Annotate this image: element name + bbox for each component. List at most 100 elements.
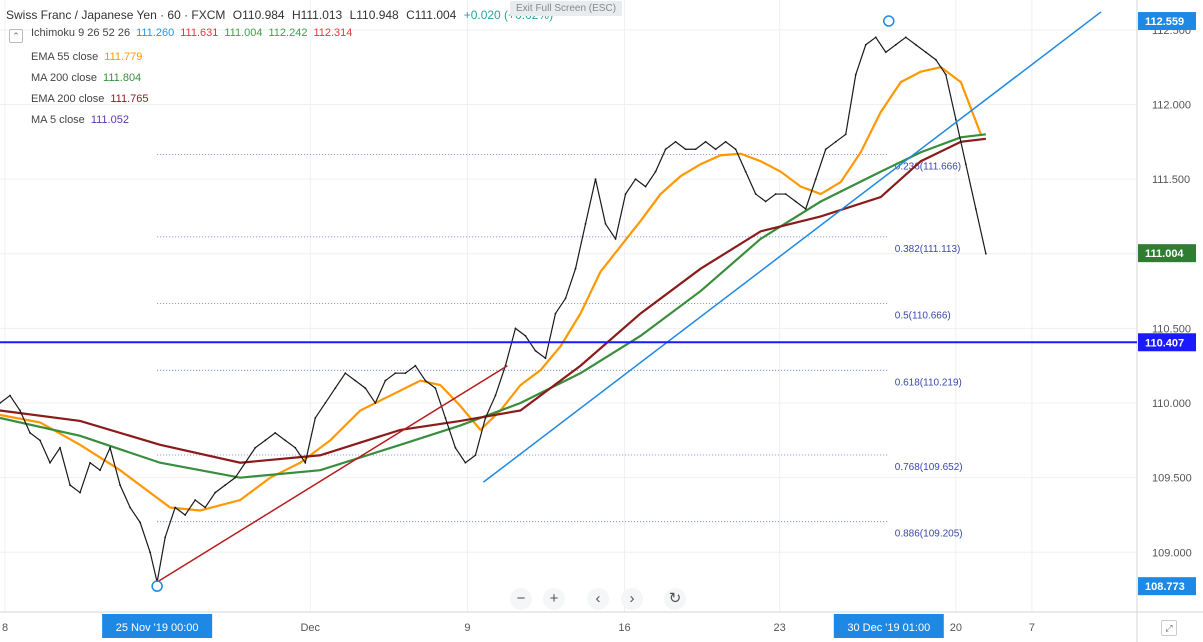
time-highlight-badge bbox=[102, 614, 213, 638]
price-point bbox=[924, 51, 927, 54]
price-point bbox=[344, 372, 347, 375]
x-tick-label: 7 bbox=[1029, 622, 1035, 634]
price-point bbox=[614, 237, 617, 240]
price-point bbox=[684, 148, 687, 151]
price-point bbox=[524, 334, 527, 337]
indicator-row[interactable]: EMA 55 close 111.779 bbox=[31, 51, 142, 63]
fib-level-label: 0.5(110.666) bbox=[895, 311, 951, 322]
price-point bbox=[844, 133, 847, 136]
indicator-label: MA 5 close bbox=[31, 114, 85, 126]
price-point bbox=[484, 417, 487, 419]
scroll-left-button[interactable]: ‹ bbox=[587, 588, 609, 610]
price-point bbox=[764, 200, 767, 203]
indicator-value: 111.631 bbox=[180, 27, 219, 39]
fib-level-label: 0.768(109.652) bbox=[895, 462, 963, 473]
y-tick-label: 109.500 bbox=[1152, 473, 1192, 485]
series-line bbox=[0, 133, 986, 479]
x-tick-label: Dec bbox=[300, 622, 320, 634]
y-tick-label: 109.000 bbox=[1152, 547, 1192, 559]
price-point bbox=[894, 43, 897, 46]
price-point bbox=[174, 506, 177, 509]
ohlc-close: C111.004 bbox=[406, 8, 457, 22]
price-point bbox=[404, 372, 407, 375]
price-point bbox=[944, 73, 947, 76]
price-point bbox=[204, 506, 207, 509]
price-point bbox=[454, 446, 457, 449]
price-point bbox=[149, 551, 152, 554]
collapse-legend-icon[interactable]: ⌃ bbox=[9, 29, 23, 43]
price-point bbox=[824, 148, 827, 151]
indicator-value: 111.765 bbox=[110, 93, 149, 105]
price-point bbox=[234, 476, 237, 479]
price-point bbox=[414, 364, 417, 367]
price-point bbox=[264, 439, 267, 442]
price-point bbox=[594, 178, 597, 181]
swing-point-marker bbox=[883, 15, 895, 27]
price-point bbox=[464, 461, 467, 464]
price-point bbox=[424, 379, 427, 382]
price-point bbox=[284, 439, 287, 442]
price-point bbox=[734, 148, 737, 151]
price-point bbox=[584, 223, 587, 225]
fib-level-label: 0.382(111.113) bbox=[895, 244, 961, 255]
price-point bbox=[754, 193, 757, 195]
price-point bbox=[384, 379, 387, 382]
price-point bbox=[184, 514, 187, 516]
x-tick-label: 23 bbox=[774, 622, 786, 634]
y-tick-label: 110.000 bbox=[1152, 398, 1191, 410]
auto-scale-icon[interactable]: ⤢ bbox=[1161, 620, 1177, 636]
swing-point-marker bbox=[151, 580, 163, 592]
price-point bbox=[19, 409, 21, 412]
indicator-value: 111.004 bbox=[224, 27, 263, 39]
y-tick-label: 111.500 bbox=[1152, 174, 1190, 186]
price-point bbox=[864, 43, 867, 46]
symbol-title: Swiss Franc / Japanese Yen · 60 · FXCM bbox=[6, 8, 226, 22]
indicator-label: MA 200 close bbox=[31, 72, 98, 84]
price-label-text: 110.407 bbox=[1145, 337, 1184, 349]
price-point bbox=[554, 312, 557, 315]
price-point bbox=[224, 484, 227, 487]
indicator-row[interactable]: EMA 200 close 111.765 bbox=[31, 93, 149, 105]
chart-header: Swiss Franc / Japanese Yen · 60 · FXCM O… bbox=[6, 8, 557, 22]
zoom-in-button[interactable]: + bbox=[543, 588, 565, 610]
indicator-row[interactable]: MA 200 close 111.804 bbox=[31, 72, 141, 84]
price-point bbox=[394, 372, 397, 375]
price-label-text: 108.773 bbox=[1145, 581, 1185, 593]
ohlc-low: L110.948 bbox=[349, 8, 399, 22]
scroll-right-button[interactable]: › bbox=[621, 588, 643, 610]
fib-level-label: 0.886(109.205) bbox=[895, 529, 963, 540]
indicator-value: 111.804 bbox=[103, 72, 142, 84]
price-point bbox=[254, 446, 257, 449]
price-point bbox=[374, 402, 377, 404]
price-label-badge bbox=[1138, 577, 1196, 596]
series-line bbox=[0, 65, 982, 512]
price-point bbox=[274, 431, 277, 434]
price-point bbox=[714, 148, 717, 151]
zoom-out-button[interactable]: − bbox=[510, 588, 532, 610]
indicator-value: 112.314 bbox=[313, 27, 353, 39]
price-point bbox=[304, 461, 307, 464]
series-line bbox=[0, 137, 986, 464]
price-point bbox=[914, 43, 917, 46]
price-point bbox=[604, 223, 607, 225]
price-point bbox=[364, 387, 367, 389]
price-point bbox=[804, 208, 807, 210]
price-point bbox=[99, 469, 101, 472]
price-point bbox=[434, 387, 437, 389]
y-tick-label: 112.000 bbox=[1152, 99, 1191, 111]
price-point bbox=[49, 461, 51, 464]
price-point bbox=[69, 484, 71, 487]
indicator-label: EMA 55 close bbox=[31, 51, 99, 63]
ohlc-open: O110.984 bbox=[232, 8, 285, 22]
price-point bbox=[654, 170, 657, 173]
indicator-row[interactable]: MA 5 close 111.052 bbox=[31, 114, 129, 126]
reset-chart-button[interactable]: ↻ bbox=[664, 588, 686, 610]
price-label-badge bbox=[1138, 12, 1196, 31]
indicator-row[interactable]: Ichimoku 9 26 52 26 111.260 111.631 111.004… bbox=[31, 27, 352, 39]
x-tick-label: 16 bbox=[618, 622, 630, 634]
red-trendline bbox=[151, 365, 508, 586]
price-line bbox=[0, 36, 987, 583]
price-label-text: 112.559 bbox=[1145, 16, 1184, 28]
exit-fullscreen-badge[interactable]: Exit Full Screen (ESC) bbox=[510, 1, 623, 16]
